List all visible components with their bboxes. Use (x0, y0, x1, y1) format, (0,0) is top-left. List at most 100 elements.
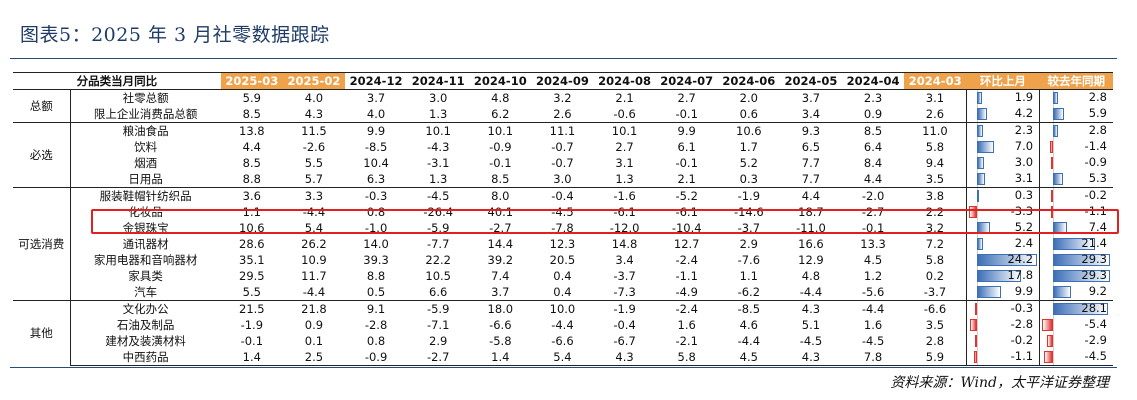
value-cell: 3.7 (491, 285, 510, 299)
value-cell: -2.6 (302, 140, 326, 154)
bottom-divider (10, 367, 1117, 368)
yoy-value: 7.4 (1088, 220, 1107, 234)
value-cell: -4.4 (842, 300, 905, 317)
value-cell: 40.1 (487, 205, 514, 219)
table-row: 石油及制品 -1.9 0.9 -2.8 -7.1 -6.6 -4.4 -0.4 1.6 4.6 5.… (13, 317, 1113, 333)
yoy-value: -4.5 (1084, 349, 1107, 363)
mom-bar (976, 141, 995, 153)
table-row: 日用品 8.8 5.7 6.3 1.3 8.5 3.0 1.3 2.1 0.3 7.7 4.4 3.5 3… (13, 171, 1113, 188)
yoy-bar-cell: 29.3 (1039, 268, 1113, 284)
zero-line (976, 301, 978, 317)
value-cell: 7.2 (925, 237, 945, 251)
value-cell: -1.9 (717, 187, 780, 204)
table-row: 可选消费 服装鞋帽针纺织品 3.6 3.3 -0.3 -4.5 8.0 -0.4 -1.6 -5.… (13, 187, 1113, 301)
yoy-value: 2.8 (1088, 90, 1107, 104)
yoy-bar-cell: -4.5 (1039, 349, 1113, 366)
value-cell: 11.0 (904, 122, 967, 139)
value-cell: 28.6 (239, 237, 265, 251)
value-cell: 12.9 (798, 253, 824, 267)
item-label: 粮油食品 (70, 122, 221, 139)
mom-header: 环比上月 (966, 72, 1040, 90)
value-cell: 5.4 (531, 349, 594, 366)
value-cell: -1.9 (593, 300, 656, 317)
value-cell: 18.7 (798, 205, 824, 219)
value-cell: -4.5 (861, 334, 885, 348)
month-header: 2024-06 (717, 72, 780, 90)
value-cell: 2.3 (842, 89, 905, 106)
category-label: 其他 (13, 300, 71, 366)
item-label: 汽车 (134, 285, 158, 299)
table-row: 家具类 29.5 11.7 8.8 10.5 7.4 0.4 -3.7 -1.1 1.1 4.8 1.… (13, 268, 1113, 284)
value-cell: 5.5 (304, 156, 324, 170)
value-cell: -3.1 (426, 156, 450, 170)
value-cell: 22.2 (425, 253, 451, 267)
value-cell: 11.5 (282, 122, 346, 139)
value-cell: 0.8 (366, 205, 386, 219)
mom-bar (976, 254, 1037, 266)
value-cell: -2.4 (655, 300, 718, 317)
value-cell: -7.3 (613, 285, 636, 299)
value-cell: 6.6 (429, 285, 448, 299)
yoy-bar (1043, 351, 1053, 363)
value-cell: 4.4 (863, 172, 883, 186)
value-cell: 14.8 (611, 237, 638, 251)
zero-line (1052, 349, 1054, 365)
value-cell: 10.1 (407, 122, 470, 139)
mom-bar-cell: -3.3 (965, 204, 1040, 220)
value-cell: 0.4 (553, 269, 572, 283)
table-row: 饮料 4.4 -2.6 -8.5 -4.3 -0.9 -0.7 2.7 6.1 1.7 6.5 6.4… (13, 139, 1113, 155)
value-cell: -10.4 (671, 221, 702, 235)
value-cell: 8.5 (842, 122, 905, 139)
mom-bar (976, 157, 985, 169)
mom-bar-cell: 3.1 (965, 171, 1040, 188)
value-cell: 5.7 (304, 172, 324, 186)
mom-bar-cell: 1.9 (965, 89, 1040, 106)
mom-bar-cell: 4.2 (965, 106, 1040, 123)
value-cell: 8.4 (863, 156, 883, 170)
value-cell: 21.5 (220, 300, 283, 317)
yoy-value: 5.9 (1088, 106, 1107, 120)
value-cell: 2.2 (925, 205, 945, 219)
yoy-bar-cell: -1.4 (1039, 139, 1113, 155)
value-cell: -5.9 (407, 300, 470, 317)
yoy-bar-cell: -0.9 (1039, 155, 1113, 171)
value-cell: -7.8 (551, 221, 574, 235)
table-row: 限上企业消费品总额 8.5 4.3 4.0 1.3 6.2 2.6 -0.6 -0.1 0.6 3.… (13, 106, 1113, 123)
value-cell: 3.3 (282, 187, 346, 204)
item-label: 建材及装潢材料 (105, 334, 186, 348)
item-label: 限上企业消费品总额 (93, 107, 198, 121)
yoy-bar (1050, 190, 1053, 202)
category-label: 必选 (13, 122, 71, 188)
value-cell: 2.9 (739, 237, 758, 251)
table-row: 通讯器材 28.6 26.2 14.0 -7.7 14.4 12.3 14.8 12.7 2.9 1… (13, 236, 1113, 252)
zero-line (976, 204, 978, 220)
highlight-row-box (91, 209, 1119, 234)
value-cell: -0.1 (675, 156, 698, 170)
value-cell: 1.2 (863, 269, 883, 283)
value-cell: 3.0 (553, 172, 572, 186)
value-cell: 3.5 (925, 172, 945, 186)
mom-value: -3.3 (1010, 204, 1034, 218)
mom-bar-cell: -1.1 (965, 349, 1040, 366)
value-cell: 13.8 (220, 122, 283, 139)
value-cell: 3.2 (531, 89, 594, 106)
yoy-bar-cell: -1.1 (1039, 204, 1113, 220)
mom-value: 1.9 (1014, 90, 1034, 104)
month-header: 2024-12 (345, 72, 408, 90)
value-cell: 11.7 (301, 269, 327, 283)
value-cell: 8.5 (491, 172, 510, 186)
value-cell: 4.5 (863, 253, 883, 267)
mom-value: 7.0 (1014, 139, 1034, 153)
yoy-value: 21.4 (1081, 236, 1107, 250)
header-row: 分品类当月同比 2025-03 2025-02 2024-12 2024-11 2024… (13, 72, 1113, 90)
item-label: 金银珠宝 (122, 221, 169, 235)
value-cell: 14.4 (487, 237, 514, 251)
table-row: 必选 粮油食品 13.8 11.5 9.9 10.1 10.1 11.1 10.1 9.9 10.6… (13, 122, 1113, 188)
value-cell: -6.6 (904, 300, 967, 317)
mom-value: 4.2 (1014, 106, 1034, 120)
yoy-bar (1052, 238, 1095, 250)
value-cell: -7.6 (737, 253, 761, 267)
value-cell: 6.1 (677, 140, 696, 154)
table-row: 烟酒 8.5 5.5 10.4 -3.1 -0.1 -0.7 3.1 -0.1 5.2 7.7 8.4… (13, 155, 1113, 171)
yoy-value: 28.1 (1081, 301, 1107, 315)
